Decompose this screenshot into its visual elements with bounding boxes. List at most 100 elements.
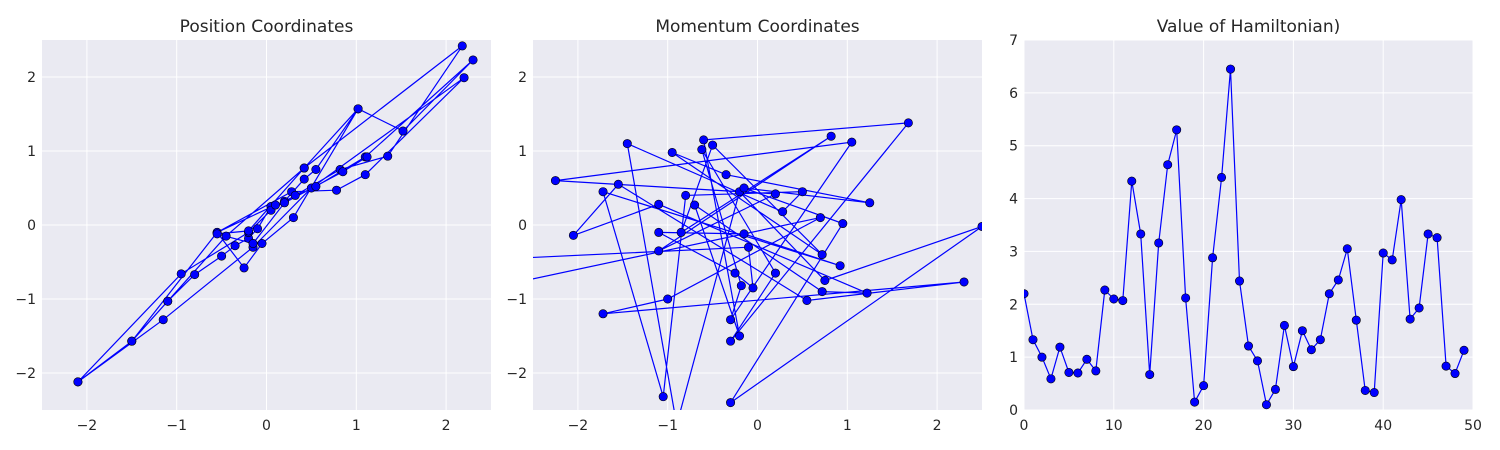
data-point (654, 199, 664, 209)
data-point (1082, 354, 1092, 364)
data-point (1199, 381, 1209, 391)
data-point (1181, 293, 1191, 303)
data-point (797, 187, 807, 197)
x-tick-label: 1 (352, 418, 361, 434)
data-point (163, 296, 173, 306)
data-point (1369, 388, 1379, 398)
hamiltonian-value-panel: 0 10 20 30 40 50 0 1 2 3 4 5 6 7 Value of Hamiltonian) (1009, 17, 1482, 434)
data-point (257, 239, 267, 249)
data-point (667, 147, 677, 157)
data-point (865, 198, 875, 208)
data-point (658, 392, 668, 402)
data-point (826, 131, 836, 141)
x-tick-label: −2 (77, 418, 98, 434)
data-point (1163, 160, 1173, 170)
data-point (817, 287, 827, 297)
data-point (212, 229, 222, 239)
data-point (1118, 296, 1128, 306)
data-point (244, 226, 254, 236)
data-point (1315, 335, 1325, 345)
data-point (1270, 384, 1280, 394)
data-point (838, 219, 848, 229)
data-point (802, 295, 812, 305)
x-tick-label: 30 (1284, 418, 1302, 434)
x-tick-label: −1 (657, 418, 678, 434)
y-tick-label: 6 (1009, 86, 1018, 102)
data-point (1145, 370, 1155, 380)
y-tick-label: −1 (506, 292, 527, 308)
data-point (468, 55, 478, 65)
plot-area (1024, 40, 1473, 410)
y-tick-label: 2 (27, 70, 36, 86)
data-point (1226, 64, 1236, 74)
data-point (1432, 233, 1442, 243)
y-tick-label: 0 (518, 218, 527, 234)
data-point (176, 269, 186, 279)
series-group (73, 41, 478, 387)
x-tick-label: −2 (568, 418, 589, 434)
data-point (353, 104, 363, 114)
data-point (1450, 369, 1460, 379)
data-point (726, 336, 736, 346)
data-point (1288, 362, 1298, 372)
data-point (511, 254, 519, 262)
x-tick-label: 0 (262, 418, 271, 434)
data-point (1405, 314, 1415, 324)
data-point (778, 207, 788, 217)
data-point (290, 190, 300, 200)
data-point (1064, 367, 1074, 377)
data-point (690, 200, 700, 210)
data-point (708, 140, 718, 150)
y-tick-label: 7 (1009, 33, 1018, 49)
data-point (1387, 255, 1397, 265)
data-point (127, 336, 137, 346)
data-point (730, 268, 740, 278)
x-tick-label: 0 (753, 418, 762, 434)
y-tick-label: −2 (506, 366, 527, 382)
data-point (230, 241, 240, 251)
y-tick-label: 5 (1009, 139, 1018, 155)
data-point (1342, 244, 1352, 254)
data-point (1235, 276, 1245, 286)
data-point (1154, 238, 1164, 248)
data-point (1441, 361, 1451, 371)
data-point (699, 135, 709, 145)
data-point (681, 190, 691, 200)
chart-title: Position Coordinates (180, 17, 354, 37)
data-point (697, 145, 707, 155)
data-point (248, 239, 258, 249)
series-group (511, 118, 982, 410)
data-point (1261, 400, 1271, 410)
data-point (959, 277, 969, 287)
data-point (1378, 248, 1388, 258)
data-point (332, 185, 342, 195)
y-tick-label: 0 (27, 218, 36, 234)
data-point (1024, 289, 1029, 299)
data-point (903, 118, 913, 128)
y-tick-label: −2 (15, 366, 36, 382)
data-point (311, 165, 321, 175)
x-tick-label: 20 (1195, 418, 1213, 434)
data-point (270, 200, 280, 210)
data-point (279, 198, 289, 208)
series-group (1024, 64, 1469, 410)
data-point (457, 41, 467, 51)
data-point (362, 152, 372, 162)
data-point (568, 230, 578, 240)
data-point (815, 213, 825, 223)
data-point (748, 283, 758, 293)
data-point (1136, 229, 1146, 239)
data-point (1190, 397, 1200, 407)
data-point (1073, 368, 1083, 378)
data-point (398, 126, 408, 136)
y-tick-label: 4 (1009, 192, 1018, 208)
data-point (1279, 320, 1289, 330)
x-tick-label: 2 (933, 418, 942, 434)
data-point (1244, 341, 1254, 351)
x-tick-label: 40 (1374, 418, 1392, 434)
data-point (1252, 356, 1262, 366)
x-tick-label: 1 (843, 418, 852, 434)
data-point (726, 315, 736, 325)
x-tick-label: −1 (166, 418, 187, 434)
